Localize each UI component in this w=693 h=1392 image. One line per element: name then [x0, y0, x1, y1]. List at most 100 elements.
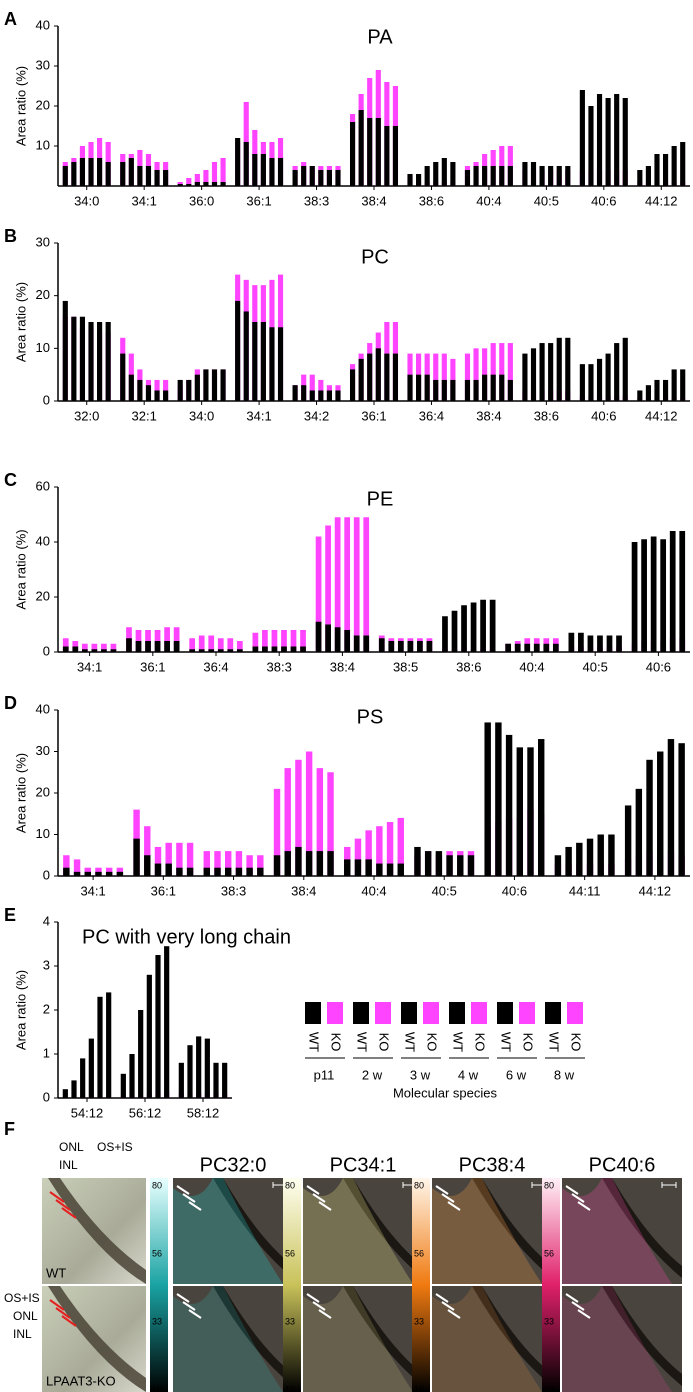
bar: [290, 630, 297, 652]
bar: [95, 871, 102, 876]
x-tick-label: 40:4: [361, 883, 386, 898]
bar: [597, 635, 603, 652]
bar: [464, 170, 471, 186]
legend-swatch: [497, 1002, 513, 1024]
bar: [316, 768, 324, 876]
bar: [129, 1054, 135, 1098]
bar: [552, 643, 559, 652]
layer-arrow: [306, 1293, 320, 1303]
bar: [224, 867, 232, 876]
panel-letter: B: [4, 226, 17, 246]
y-tick-label: 40: [36, 701, 50, 716]
bar: [631, 542, 638, 652]
bar: [514, 643, 521, 652]
bar: [305, 751, 313, 876]
bar: [301, 166, 307, 186]
colorbar-tick: 80: [544, 1180, 554, 1190]
bar: [464, 353, 471, 401]
bar: [451, 610, 458, 652]
bar: [186, 379, 192, 401]
bar: [568, 632, 575, 652]
bar: [154, 390, 160, 401]
bar: [654, 379, 660, 401]
bar: [236, 641, 243, 652]
bar: [527, 747, 534, 876]
bar: [662, 379, 669, 401]
bar: [316, 851, 324, 876]
y-tick-label: 4: [43, 913, 50, 928]
legend-label: KO: [425, 1033, 440, 1052]
bar: [260, 154, 266, 186]
bar: [576, 842, 583, 876]
x-tick-label: 38:6: [419, 193, 444, 208]
bar: [386, 863, 394, 876]
panel-letter: F: [4, 1119, 15, 1139]
layer-arrow: [306, 1185, 320, 1195]
retina-band: [472, 1178, 552, 1278]
bar: [73, 871, 81, 876]
bar: [616, 635, 622, 652]
bar: [273, 855, 281, 876]
bar: [186, 178, 192, 186]
layer-arrow: [55, 1307, 71, 1319]
bar: [641, 539, 647, 652]
bar: [133, 838, 140, 876]
bar: [678, 743, 685, 876]
bar: [397, 817, 404, 876]
colorbar-tick: 56: [414, 1248, 424, 1258]
bar: [637, 170, 643, 186]
layer-arrow: [447, 1201, 461, 1211]
bar: [300, 646, 306, 652]
bar: [499, 166, 505, 186]
legend-group: 3 w: [410, 1067, 431, 1082]
bar: [177, 184, 183, 186]
bar: [556, 166, 562, 186]
layer-arrow: [61, 1315, 77, 1327]
bar: [73, 859, 81, 876]
bar: [71, 162, 77, 186]
bar: [365, 859, 372, 876]
retina-band: [213, 1178, 293, 1278]
retina-band: [472, 1286, 552, 1386]
x-tick-label: 38:4: [361, 193, 386, 208]
bar: [367, 353, 373, 401]
bar: [176, 842, 183, 876]
bar: [499, 343, 505, 401]
bar: [97, 322, 103, 401]
y-tick-label: 60: [36, 478, 50, 493]
bar: [505, 734, 513, 876]
bar: [273, 788, 281, 876]
bar: [344, 630, 351, 652]
bar: [490, 166, 496, 186]
bar: [464, 379, 471, 401]
x-tick-label: 36:1: [140, 659, 165, 674]
bar: [63, 855, 70, 876]
bar: [235, 867, 243, 876]
layer-arrow: [318, 1309, 332, 1319]
bar: [269, 327, 275, 401]
bar: [198, 649, 205, 652]
y-axis-label: Area ratio (%): [13, 282, 28, 362]
retina-band: [343, 1178, 423, 1278]
bar: [367, 118, 373, 186]
bar: [91, 649, 98, 652]
x-tick-label: 36:1: [361, 408, 386, 423]
legend-swatch: [327, 1002, 343, 1024]
bar: [165, 842, 172, 876]
bar: [84, 871, 91, 876]
bar: [277, 158, 284, 186]
signal-region: [173, 1286, 283, 1392]
bar: [489, 599, 496, 652]
layer-arrow: [312, 1301, 326, 1311]
bar: [178, 1062, 184, 1098]
bar: [533, 643, 540, 652]
bar: [204, 1038, 210, 1098]
x-tick-label: 38:4: [291, 883, 316, 898]
bar: [211, 182, 218, 186]
bar: [189, 638, 196, 652]
bar: [365, 830, 372, 876]
bar: [220, 182, 226, 186]
bar: [203, 369, 209, 401]
bar: [334, 627, 341, 652]
bar: [128, 158, 134, 186]
